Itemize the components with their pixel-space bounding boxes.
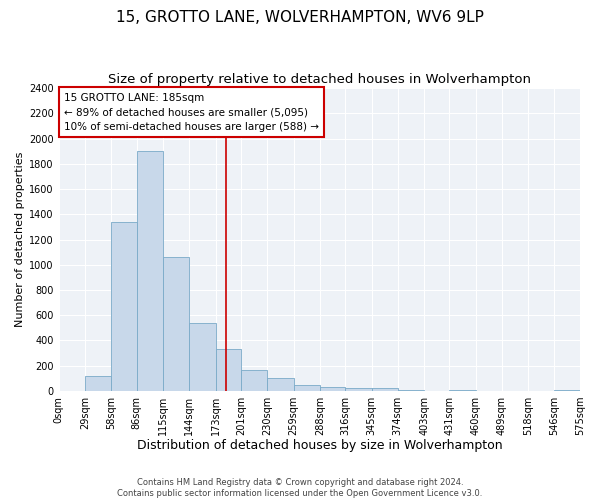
Title: Size of property relative to detached houses in Wolverhampton: Size of property relative to detached ho…: [108, 72, 531, 86]
Bar: [85, 376, 112, 391]
Bar: [163, 257, 190, 391]
Bar: [112, 222, 137, 391]
Bar: [554, 390, 580, 391]
Bar: [320, 387, 345, 391]
Text: 15, GROTTO LANE, WOLVERHAMPTON, WV6 9LP: 15, GROTTO LANE, WOLVERHAMPTON, WV6 9LP: [116, 10, 484, 25]
X-axis label: Distribution of detached houses by size in Wolverhampton: Distribution of detached houses by size …: [137, 440, 502, 452]
Text: Contains HM Land Registry data © Crown copyright and database right 2024.
Contai: Contains HM Land Registry data © Crown c…: [118, 478, 482, 498]
Bar: [449, 390, 476, 391]
Bar: [241, 370, 267, 391]
Bar: [293, 384, 320, 391]
Bar: [371, 388, 398, 391]
Text: 15 GROTTO LANE: 185sqm
← 89% of detached houses are smaller (5,095)
10% of semi-: 15 GROTTO LANE: 185sqm ← 89% of detached…: [64, 92, 319, 132]
Bar: [190, 323, 215, 391]
Bar: [345, 388, 371, 391]
Bar: [215, 350, 241, 391]
Bar: [137, 151, 163, 391]
Y-axis label: Number of detached properties: Number of detached properties: [15, 152, 25, 327]
Bar: [267, 378, 293, 391]
Bar: [398, 390, 424, 391]
